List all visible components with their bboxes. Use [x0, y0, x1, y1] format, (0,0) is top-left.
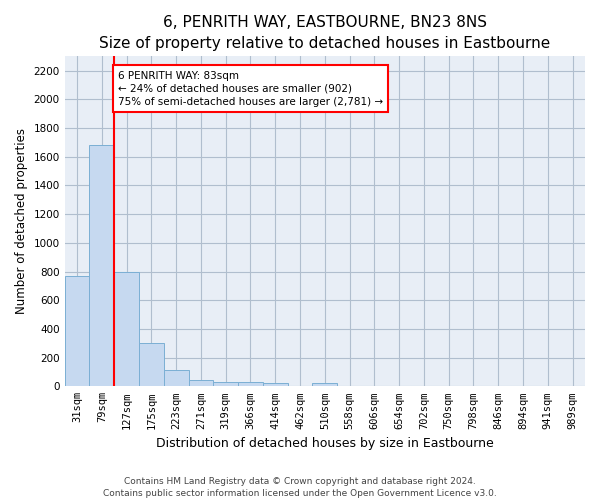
Bar	[238, 382, 263, 386]
Bar	[139, 344, 164, 386]
Bar	[65, 276, 89, 386]
Bar	[263, 383, 287, 386]
Text: Contains HM Land Registry data © Crown copyright and database right 2024.
Contai: Contains HM Land Registry data © Crown c…	[103, 476, 497, 498]
Bar	[114, 272, 139, 386]
Bar	[89, 146, 114, 386]
Title: 6, PENRITH WAY, EASTBOURNE, BN23 8NS
Size of property relative to detached house: 6, PENRITH WAY, EASTBOURNE, BN23 8NS Siz…	[99, 15, 550, 51]
Y-axis label: Number of detached properties: Number of detached properties	[15, 128, 28, 314]
Bar	[164, 370, 188, 386]
Bar	[188, 380, 214, 386]
Bar	[313, 383, 337, 386]
Bar	[214, 382, 238, 386]
X-axis label: Distribution of detached houses by size in Eastbourne: Distribution of detached houses by size …	[156, 437, 494, 450]
Text: 6 PENRITH WAY: 83sqm
← 24% of detached houses are smaller (902)
75% of semi-deta: 6 PENRITH WAY: 83sqm ← 24% of detached h…	[118, 70, 383, 107]
